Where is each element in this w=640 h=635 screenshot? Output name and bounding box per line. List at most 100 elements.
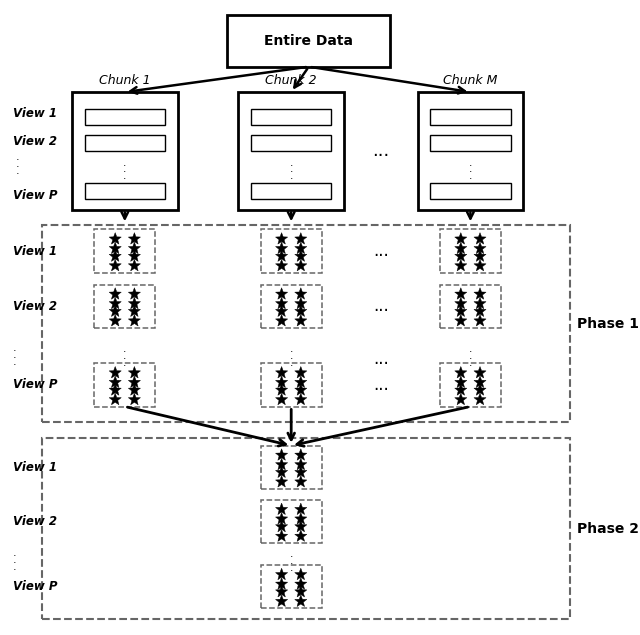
Polygon shape [294, 232, 307, 244]
Polygon shape [128, 393, 141, 404]
Polygon shape [275, 297, 288, 309]
Polygon shape [474, 305, 486, 316]
Polygon shape [128, 305, 141, 316]
Bar [239, 92, 344, 210]
Polygon shape [294, 260, 307, 271]
Polygon shape [128, 260, 141, 271]
Polygon shape [294, 530, 307, 542]
Polygon shape [275, 288, 288, 299]
Polygon shape [128, 314, 141, 326]
Polygon shape [275, 384, 288, 395]
Polygon shape [109, 288, 122, 299]
Polygon shape [275, 366, 288, 378]
Text: Chunk 1: Chunk 1 [99, 74, 150, 87]
Polygon shape [454, 242, 467, 253]
Polygon shape [275, 393, 288, 404]
Bar [261, 229, 322, 272]
Bar [251, 135, 332, 150]
Polygon shape [454, 314, 467, 326]
Text: Entire Data: Entire Data [264, 34, 353, 48]
Text: ·
·
·: · · · [468, 347, 472, 371]
Text: Phase 1: Phase 1 [577, 317, 639, 331]
Polygon shape [294, 305, 307, 316]
Text: ·
·
·: · · · [289, 161, 293, 184]
Text: Chunk M: Chunk M [444, 74, 497, 87]
Polygon shape [294, 595, 307, 606]
Polygon shape [294, 520, 307, 532]
Polygon shape [109, 384, 122, 395]
Polygon shape [128, 250, 141, 262]
Polygon shape [474, 297, 486, 309]
Polygon shape [294, 376, 307, 387]
Polygon shape [275, 585, 288, 597]
Polygon shape [454, 384, 467, 395]
Bar [261, 565, 322, 608]
Polygon shape [275, 466, 288, 478]
Text: ...: ... [373, 297, 388, 315]
Bar [227, 15, 390, 67]
Text: ·
·
·: · · · [13, 345, 17, 370]
Polygon shape [294, 503, 307, 514]
Polygon shape [454, 250, 467, 262]
Polygon shape [294, 449, 307, 460]
Bar [251, 183, 332, 199]
Text: ...: ... [373, 376, 388, 394]
Bar [430, 135, 511, 150]
Polygon shape [454, 393, 467, 404]
Polygon shape [109, 250, 122, 262]
Polygon shape [454, 297, 467, 309]
Polygon shape [474, 314, 486, 326]
Polygon shape [128, 384, 141, 395]
Text: ·
·
·: · · · [468, 161, 472, 184]
Polygon shape [109, 314, 122, 326]
Polygon shape [275, 232, 288, 244]
Polygon shape [109, 232, 122, 244]
Polygon shape [294, 578, 307, 589]
Polygon shape [275, 595, 288, 606]
Text: View P: View P [13, 378, 58, 391]
Polygon shape [275, 242, 288, 253]
Text: View P: View P [13, 189, 58, 202]
Polygon shape [294, 476, 307, 487]
Bar [430, 109, 511, 125]
Text: View 1: View 1 [13, 107, 57, 120]
Text: View 2: View 2 [13, 515, 57, 528]
Text: View 1: View 1 [13, 244, 57, 258]
Bar [251, 109, 332, 125]
Text: View 2: View 2 [13, 300, 57, 312]
Polygon shape [474, 260, 486, 271]
Polygon shape [275, 449, 288, 460]
Polygon shape [294, 585, 307, 597]
Bar [261, 500, 322, 543]
Polygon shape [128, 232, 141, 244]
Polygon shape [275, 512, 288, 524]
Bar [430, 183, 511, 199]
Text: ...: ... [373, 242, 388, 260]
Polygon shape [128, 242, 141, 253]
Polygon shape [294, 297, 307, 309]
Bar [95, 229, 155, 272]
Polygon shape [275, 520, 288, 532]
Bar [417, 92, 524, 210]
Polygon shape [109, 260, 122, 271]
Bar [440, 284, 500, 328]
Polygon shape [275, 530, 288, 542]
Polygon shape [294, 568, 307, 580]
Bar [42, 225, 570, 422]
Polygon shape [109, 376, 122, 387]
Bar [440, 229, 500, 272]
Bar [84, 109, 165, 125]
Polygon shape [474, 384, 486, 395]
Bar [42, 438, 570, 619]
Polygon shape [294, 466, 307, 478]
Polygon shape [128, 297, 141, 309]
Polygon shape [454, 232, 467, 244]
Text: View 2: View 2 [13, 135, 57, 148]
Bar [95, 363, 155, 406]
Polygon shape [275, 376, 288, 387]
Text: View P: View P [13, 580, 58, 593]
Polygon shape [109, 305, 122, 316]
Polygon shape [109, 297, 122, 309]
Polygon shape [454, 288, 467, 299]
Polygon shape [294, 512, 307, 524]
